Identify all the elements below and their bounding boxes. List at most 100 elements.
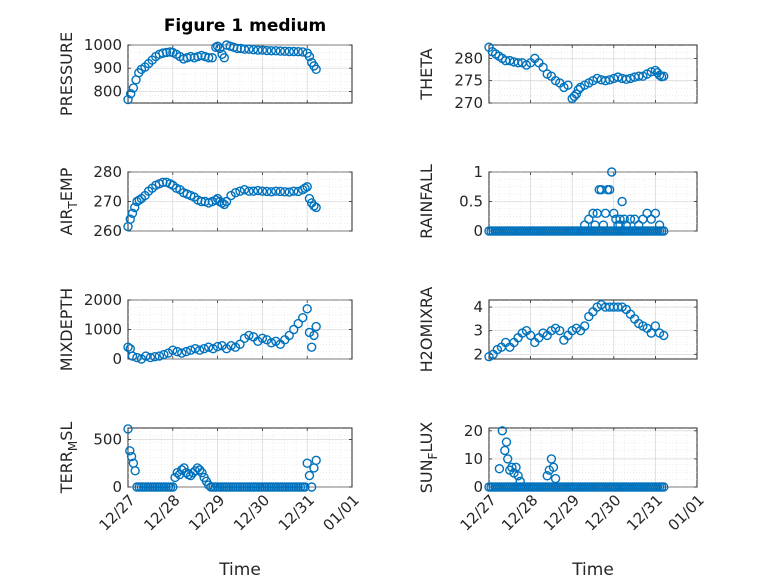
data-point [650, 208, 661, 219]
data-point [168, 482, 178, 492]
data-point [172, 346, 182, 357]
data-point [302, 304, 312, 314]
y-tick-label: 2 [473, 345, 483, 363]
data-point [158, 48, 168, 58]
data-point [625, 73, 636, 84]
data-point [257, 186, 268, 196]
data-point [221, 196, 232, 207]
data-point [219, 199, 230, 210]
data-point [613, 302, 623, 312]
data-point [500, 445, 510, 456]
data-point [244, 44, 254, 54]
y-tick-label: 1000 [84, 36, 122, 54]
data-point [232, 43, 243, 54]
data-point [161, 47, 172, 58]
data-point [145, 352, 156, 363]
data-point [168, 345, 178, 355]
data-point [501, 437, 512, 447]
data-point [598, 220, 609, 230]
data-point [571, 89, 582, 99]
x-tick-label: 12/27 [457, 491, 500, 534]
x-tick-label: 12/31 [275, 491, 318, 534]
data-point [275, 186, 286, 197]
data-point [159, 349, 169, 360]
data-point [130, 466, 140, 476]
data-point [617, 196, 627, 207]
x-axis-label: Time [218, 560, 261, 580]
data-point [284, 330, 294, 341]
data-point [613, 72, 623, 82]
data-point [293, 318, 303, 329]
data-point [203, 342, 214, 352]
data-point [306, 482, 317, 492]
y-tick-label: 800 [93, 82, 122, 100]
data-point [513, 58, 523, 68]
data-point [203, 480, 214, 490]
data-point [125, 446, 135, 456]
data-point [550, 473, 561, 484]
x-tick-label: 01/01 [320, 491, 363, 534]
y-axis-label: SUNFLUX [417, 422, 440, 494]
subplot-p1: 800 900 1000 PRESSURE [57, 32, 353, 116]
data-point [262, 186, 272, 197]
y-tick-label: 275 [454, 72, 483, 90]
data-point [300, 183, 310, 193]
data-point [503, 454, 513, 464]
y-tick-label: 0 [112, 478, 122, 496]
data-point [275, 46, 286, 56]
y-axis-label: MIXDEPTH [57, 288, 76, 371]
data-point [592, 73, 602, 84]
y-tick-label: 0 [473, 478, 483, 496]
y-tick-label: 3 [473, 322, 483, 340]
subplot-p3: 260 270 280 AIRTEMP [57, 163, 353, 240]
data-point [123, 424, 133, 434]
data-point [302, 182, 312, 192]
data-point [181, 346, 191, 357]
data-point [179, 463, 189, 473]
data-point [293, 47, 303, 57]
data-point [513, 471, 523, 481]
data-point [311, 321, 321, 332]
data-point [248, 186, 259, 196]
series-markers [484, 42, 669, 104]
data-point [127, 351, 138, 361]
data-point [207, 53, 217, 63]
data-point [194, 465, 205, 475]
data-point [289, 186, 299, 196]
y-tick-label: 270 [93, 193, 122, 211]
data-point [266, 338, 277, 348]
subplot-p6: 2 3 4 H2OMIXRA [417, 287, 698, 373]
data-point [141, 351, 151, 361]
data-point [244, 330, 254, 341]
data-point [177, 348, 187, 358]
y-tick-label: 0 [112, 350, 122, 368]
data-point [127, 208, 138, 219]
data-point [563, 80, 573, 90]
data-point [230, 187, 241, 198]
x-tick-label: 12/29 [540, 491, 583, 534]
data-point [280, 187, 290, 197]
data-point [604, 75, 615, 85]
y-tick-label: 2000 [84, 291, 122, 309]
data-point [199, 343, 209, 354]
data-point [150, 351, 160, 362]
data-point [659, 330, 669, 341]
data-point [555, 325, 565, 336]
data-point [298, 313, 308, 323]
series-markers [484, 167, 669, 236]
data-point [197, 468, 207, 478]
data-point [505, 55, 515, 66]
data-point [190, 466, 200, 476]
data-point [615, 220, 625, 230]
data-point [235, 339, 245, 349]
data-point [186, 345, 196, 355]
x-tick-label: 12/28 [140, 491, 183, 534]
data-point [219, 53, 230, 63]
x-tick-label: 12/27 [96, 491, 139, 534]
data-point [511, 462, 521, 473]
data-point [659, 482, 669, 492]
data-point [538, 62, 548, 73]
data-point [548, 462, 559, 473]
y-axis-label: H2OMIXRA [417, 287, 436, 373]
